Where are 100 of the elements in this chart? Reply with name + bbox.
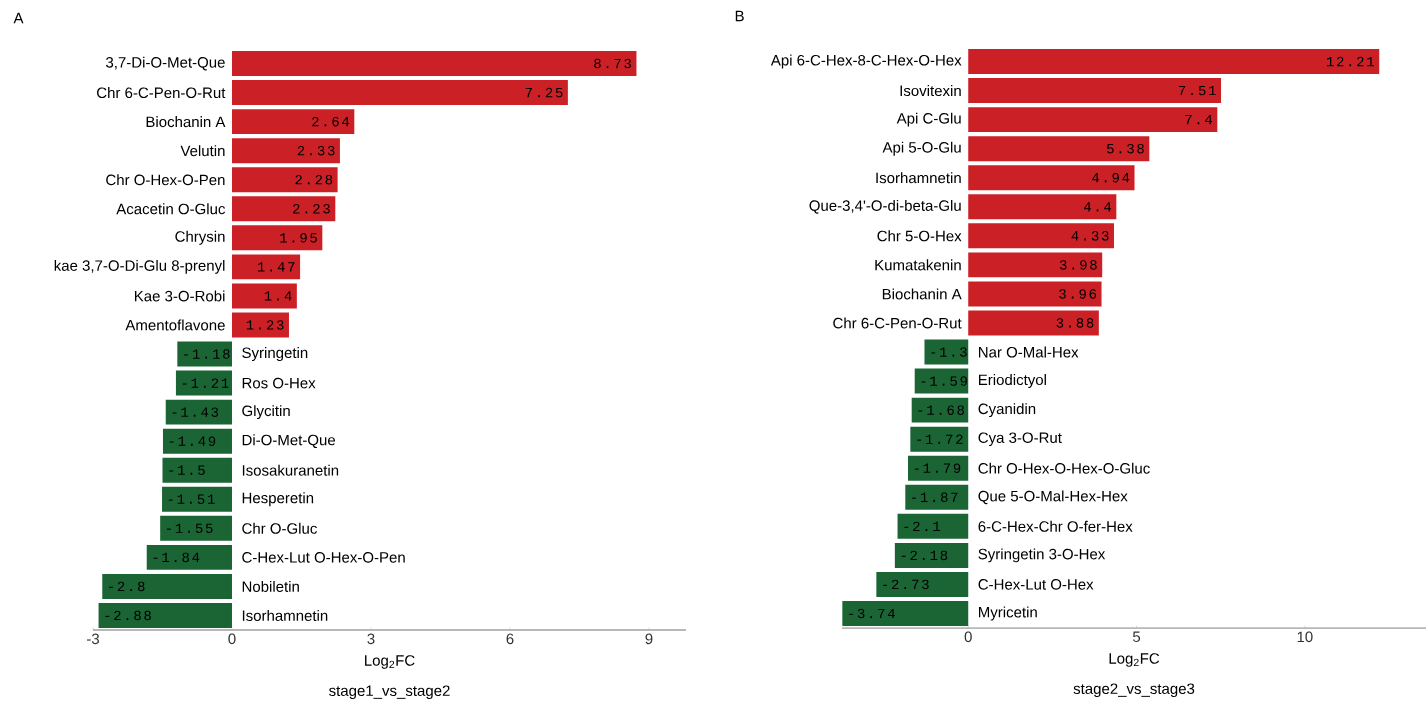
- data-label: -2.88: [105, 610, 151, 621]
- data-label: -2.1: [904, 521, 941, 532]
- y-tick-label: Nobiletin: [242, 580, 299, 592]
- text: stage1_vs_stage2: [329, 685, 450, 699]
- bar: [968, 310, 1099, 336]
- bar: [231, 167, 338, 193]
- data-label: -1.21: [182, 378, 229, 388]
- bar: [924, 339, 969, 365]
- x-tick-label: 10: [1297, 631, 1313, 643]
- x-tick-label: 0: [964, 631, 972, 643]
- bar: [907, 455, 969, 481]
- y-tick-label: Biochanin A: [882, 288, 962, 300]
- data-label: -1.59: [921, 376, 967, 386]
- y-tick-label: Hesperetin: [242, 492, 314, 507]
- bar: [894, 542, 969, 568]
- bar: [842, 600, 969, 626]
- y-tick-label: Isorhamnetin: [876, 172, 961, 184]
- y-tick-label: Api 6-C-Hex-8-C-Hex-O-Hex: [770, 54, 962, 69]
- bar: [876, 571, 969, 597]
- y-tick-label: Acacetin O-Gluc: [116, 203, 226, 215]
- y-tick-label: Nar O-Mal-Hex: [978, 346, 1079, 358]
- y-tick-label: Cya 3-O-Rut: [978, 432, 1062, 446]
- data-label: 7.4: [1185, 115, 1213, 125]
- data-label: 3.98: [1059, 260, 1097, 270]
- bar: [968, 165, 1135, 191]
- y-tick-label: Isovitexin: [900, 85, 961, 97]
- bar: [162, 457, 232, 483]
- y-tick-label: Que 5-O-Mal-Hex-Hex: [978, 490, 1128, 505]
- x-tick-label: 0: [228, 633, 236, 645]
- data-label: 5.38: [1107, 143, 1144, 154]
- bar: [897, 513, 969, 539]
- bar: [231, 312, 289, 338]
- y-tick-label: Eriodictyol: [978, 374, 1046, 389]
- data-label: 2.23: [293, 204, 330, 214]
- chart-title: A: [13, 12, 24, 24]
- bar: [177, 341, 232, 367]
- y-tick-label: Isorhamnetin: [242, 609, 328, 621]
- bar: [968, 78, 1222, 104]
- bar: [231, 254, 301, 280]
- bar: [914, 368, 969, 394]
- bar: [231, 109, 355, 135]
- data-label: 7.25: [525, 87, 563, 98]
- data-label: 2.28: [295, 174, 333, 185]
- data-label: 12.21: [1326, 56, 1375, 67]
- bar: [968, 107, 1218, 133]
- bar: [160, 515, 232, 541]
- data-label: 8.73: [594, 58, 632, 69]
- bar: [231, 138, 340, 164]
- y-tick-label: Api 5-O-Glu: [882, 141, 961, 156]
- y-tick-label: Glycitin: [242, 405, 290, 420]
- data-label: -1.43: [172, 407, 219, 417]
- y-tick-label: Chr O-Hex-O-Hex-O-Gluc: [978, 462, 1150, 474]
- y-tick-label: C-Hex-Lut O-Hex-O-Pen: [242, 552, 405, 563]
- data-label: 2.33: [297, 145, 335, 156]
- y-tick-label: Chr O-Gluc: [242, 522, 317, 534]
- bar: [905, 484, 969, 510]
- data-label: 2.64: [312, 116, 350, 127]
- y-tick-label: Chr 6-C-Pen-O-Rut: [97, 87, 226, 99]
- bar: [165, 399, 232, 425]
- x-tick-label: 6: [506, 633, 514, 645]
- y-tick-label: Api C-Glu: [896, 112, 961, 127]
- data-label: -1.5: [169, 465, 205, 475]
- data-label: -1.87: [912, 492, 958, 503]
- bar: [231, 225, 323, 251]
- x-axis-title: Log$_{2}$FC: [1109, 653, 1160, 667]
- y-tick-label: Amentoflavone: [125, 319, 225, 331]
- bar: [968, 223, 1114, 249]
- data-label: -1.3: [931, 347, 967, 357]
- y-tick-label: Chr O-Hex-O-Pen: [106, 174, 225, 186]
- data-label: 1.47: [257, 262, 295, 272]
- y-tick-label: Kumatakenin: [875, 259, 961, 271]
- data-label: -1.84: [153, 552, 200, 563]
- data-label: 3.96: [1059, 289, 1097, 299]
- data-label: 3.88: [1056, 318, 1094, 328]
- bar: [231, 80, 568, 106]
- bar: [968, 252, 1103, 278]
- x-tick-label: 5: [1132, 631, 1141, 642]
- y-tick-label: Velutin: [180, 145, 225, 157]
- bar: [102, 573, 232, 599]
- y-tick-label: Cyanidin: [978, 403, 1036, 418]
- data-label: 4.4: [1083, 202, 1112, 212]
- bar: [98, 602, 232, 628]
- y-tick-label: Myricetin: [978, 606, 1037, 621]
- data-label: -2.8: [109, 581, 145, 592]
- y-tick-label: Biochanin A: [146, 116, 226, 128]
- bar: [968, 136, 1150, 162]
- bar: [911, 397, 969, 423]
- bar: [162, 486, 232, 512]
- y-tick-label: Chr 5-O-Hex: [877, 230, 962, 242]
- bar: [231, 51, 637, 77]
- data-label: -1.55: [167, 523, 213, 534]
- bar: [175, 370, 232, 396]
- bar: [231, 283, 297, 309]
- data-label: -1.18: [184, 349, 230, 359]
- data-label: -1.72: [917, 434, 963, 444]
- data-label: 7.51: [1178, 85, 1216, 96]
- text: stage2_vs_stage3: [1073, 683, 1195, 697]
- data-label: -2.18: [901, 550, 948, 561]
- y-tick-label: 6-C-Hex-Chr O-fer-Hex: [978, 520, 1133, 532]
- y-tick-label: Chrysin: [175, 230, 225, 245]
